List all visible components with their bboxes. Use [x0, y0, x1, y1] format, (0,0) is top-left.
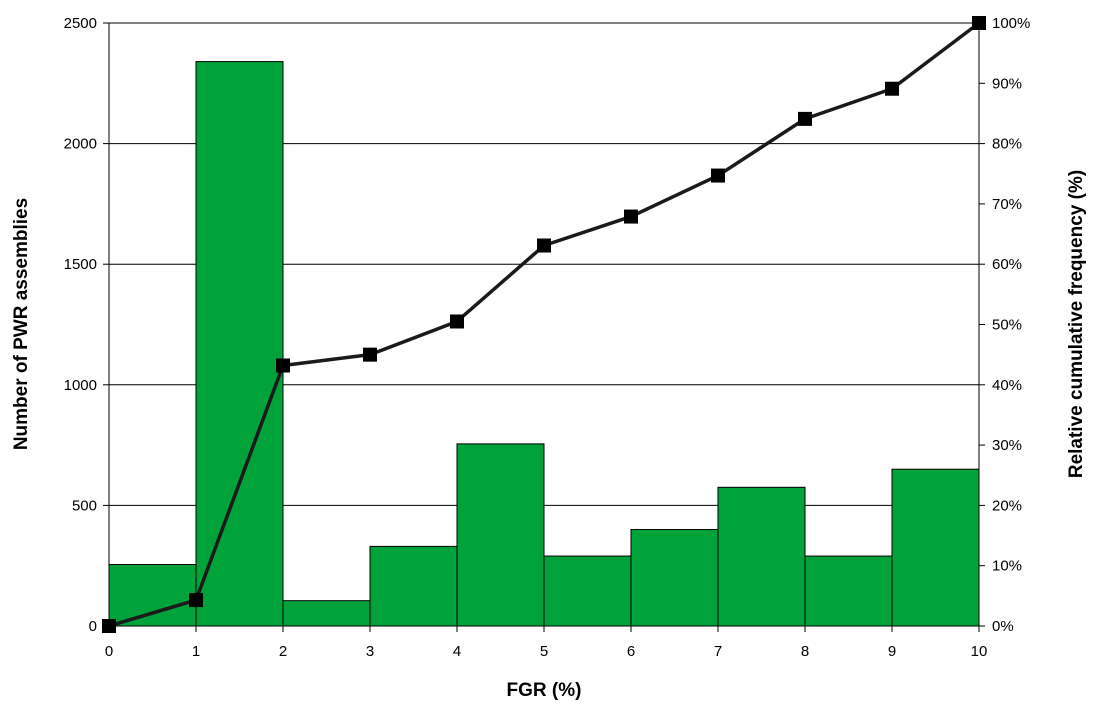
line-marker-1 [189, 593, 203, 608]
bar-4 [456, 443, 545, 627]
y-tick-label-5: 2500 [64, 15, 97, 32]
bar-series [108, 61, 980, 627]
x-tick-label-5: 5 [540, 643, 548, 660]
y-tick-label-1: 500 [72, 497, 97, 514]
line-marker-3 [363, 347, 377, 362]
y2-tick-label-8: 80% [992, 136, 1022, 153]
x-axis-title: FGR (%) [507, 680, 582, 701]
line-marker-6 [624, 209, 638, 224]
y-tick-label-0: 0 [89, 618, 97, 635]
bar-1 [195, 61, 284, 627]
y2-axis-title: Relative cumulative frequency (%) [1066, 170, 1087, 478]
line-marker-5 [537, 238, 551, 253]
y2-tick-label-0: 0% [992, 618, 1014, 635]
y2-tick-label-10: 100% [992, 15, 1030, 32]
x-tick-label-8: 8 [801, 643, 809, 660]
cumulative-line-series [102, 16, 986, 633]
x-tick-label-4: 4 [453, 643, 461, 660]
bar-2 [282, 600, 371, 627]
y-tick-label-2: 1000 [64, 377, 97, 394]
y2-tick-label-4: 40% [992, 377, 1022, 394]
line-marker-9 [885, 81, 899, 96]
bar-3 [369, 545, 458, 627]
bar-0 [108, 563, 197, 627]
line-marker-10 [972, 16, 986, 30]
x-tick-label-7: 7 [714, 643, 722, 660]
y2-tick-label-9: 90% [992, 75, 1022, 92]
x-tick-label-2: 2 [279, 643, 287, 660]
y-axis-title: Number of PWR assemblies [11, 198, 32, 450]
line-marker-8 [798, 111, 812, 126]
x-tick-label-0: 0 [105, 643, 113, 660]
line-marker-2 [276, 358, 290, 373]
x-tick-label-9: 9 [888, 643, 896, 660]
axes [103, 22, 985, 632]
tick-labels: 0 500 1000 1500 2000 2500 0% 10% 20% 30% 40% 50% 60%… [64, 15, 1031, 660]
x-tick-label-3: 3 [366, 643, 374, 660]
y-tick-label-4: 2000 [64, 136, 97, 153]
bar-8 [804, 555, 893, 627]
y2-tick-label-6: 60% [992, 256, 1022, 273]
y2-tick-label-3: 30% [992, 437, 1022, 454]
y2-tick-label-1: 10% [992, 558, 1022, 575]
line-marker-4 [450, 314, 464, 329]
bar-6 [630, 529, 719, 627]
x-tick-label-1: 1 [192, 643, 200, 660]
y2-tick-label-5: 50% [992, 317, 1022, 334]
bar-9 [891, 468, 980, 627]
x-tick-label-6: 6 [627, 643, 635, 660]
x-tick-label-10: 10 [971, 643, 988, 660]
y-tick-label-3: 1500 [64, 256, 97, 273]
y2-tick-label-7: 70% [992, 196, 1022, 213]
line-marker-0 [102, 619, 116, 633]
y2-tick-label-2: 20% [992, 497, 1022, 514]
bar-5 [543, 555, 632, 627]
line-marker-7 [711, 168, 725, 183]
bar-7 [717, 486, 806, 627]
